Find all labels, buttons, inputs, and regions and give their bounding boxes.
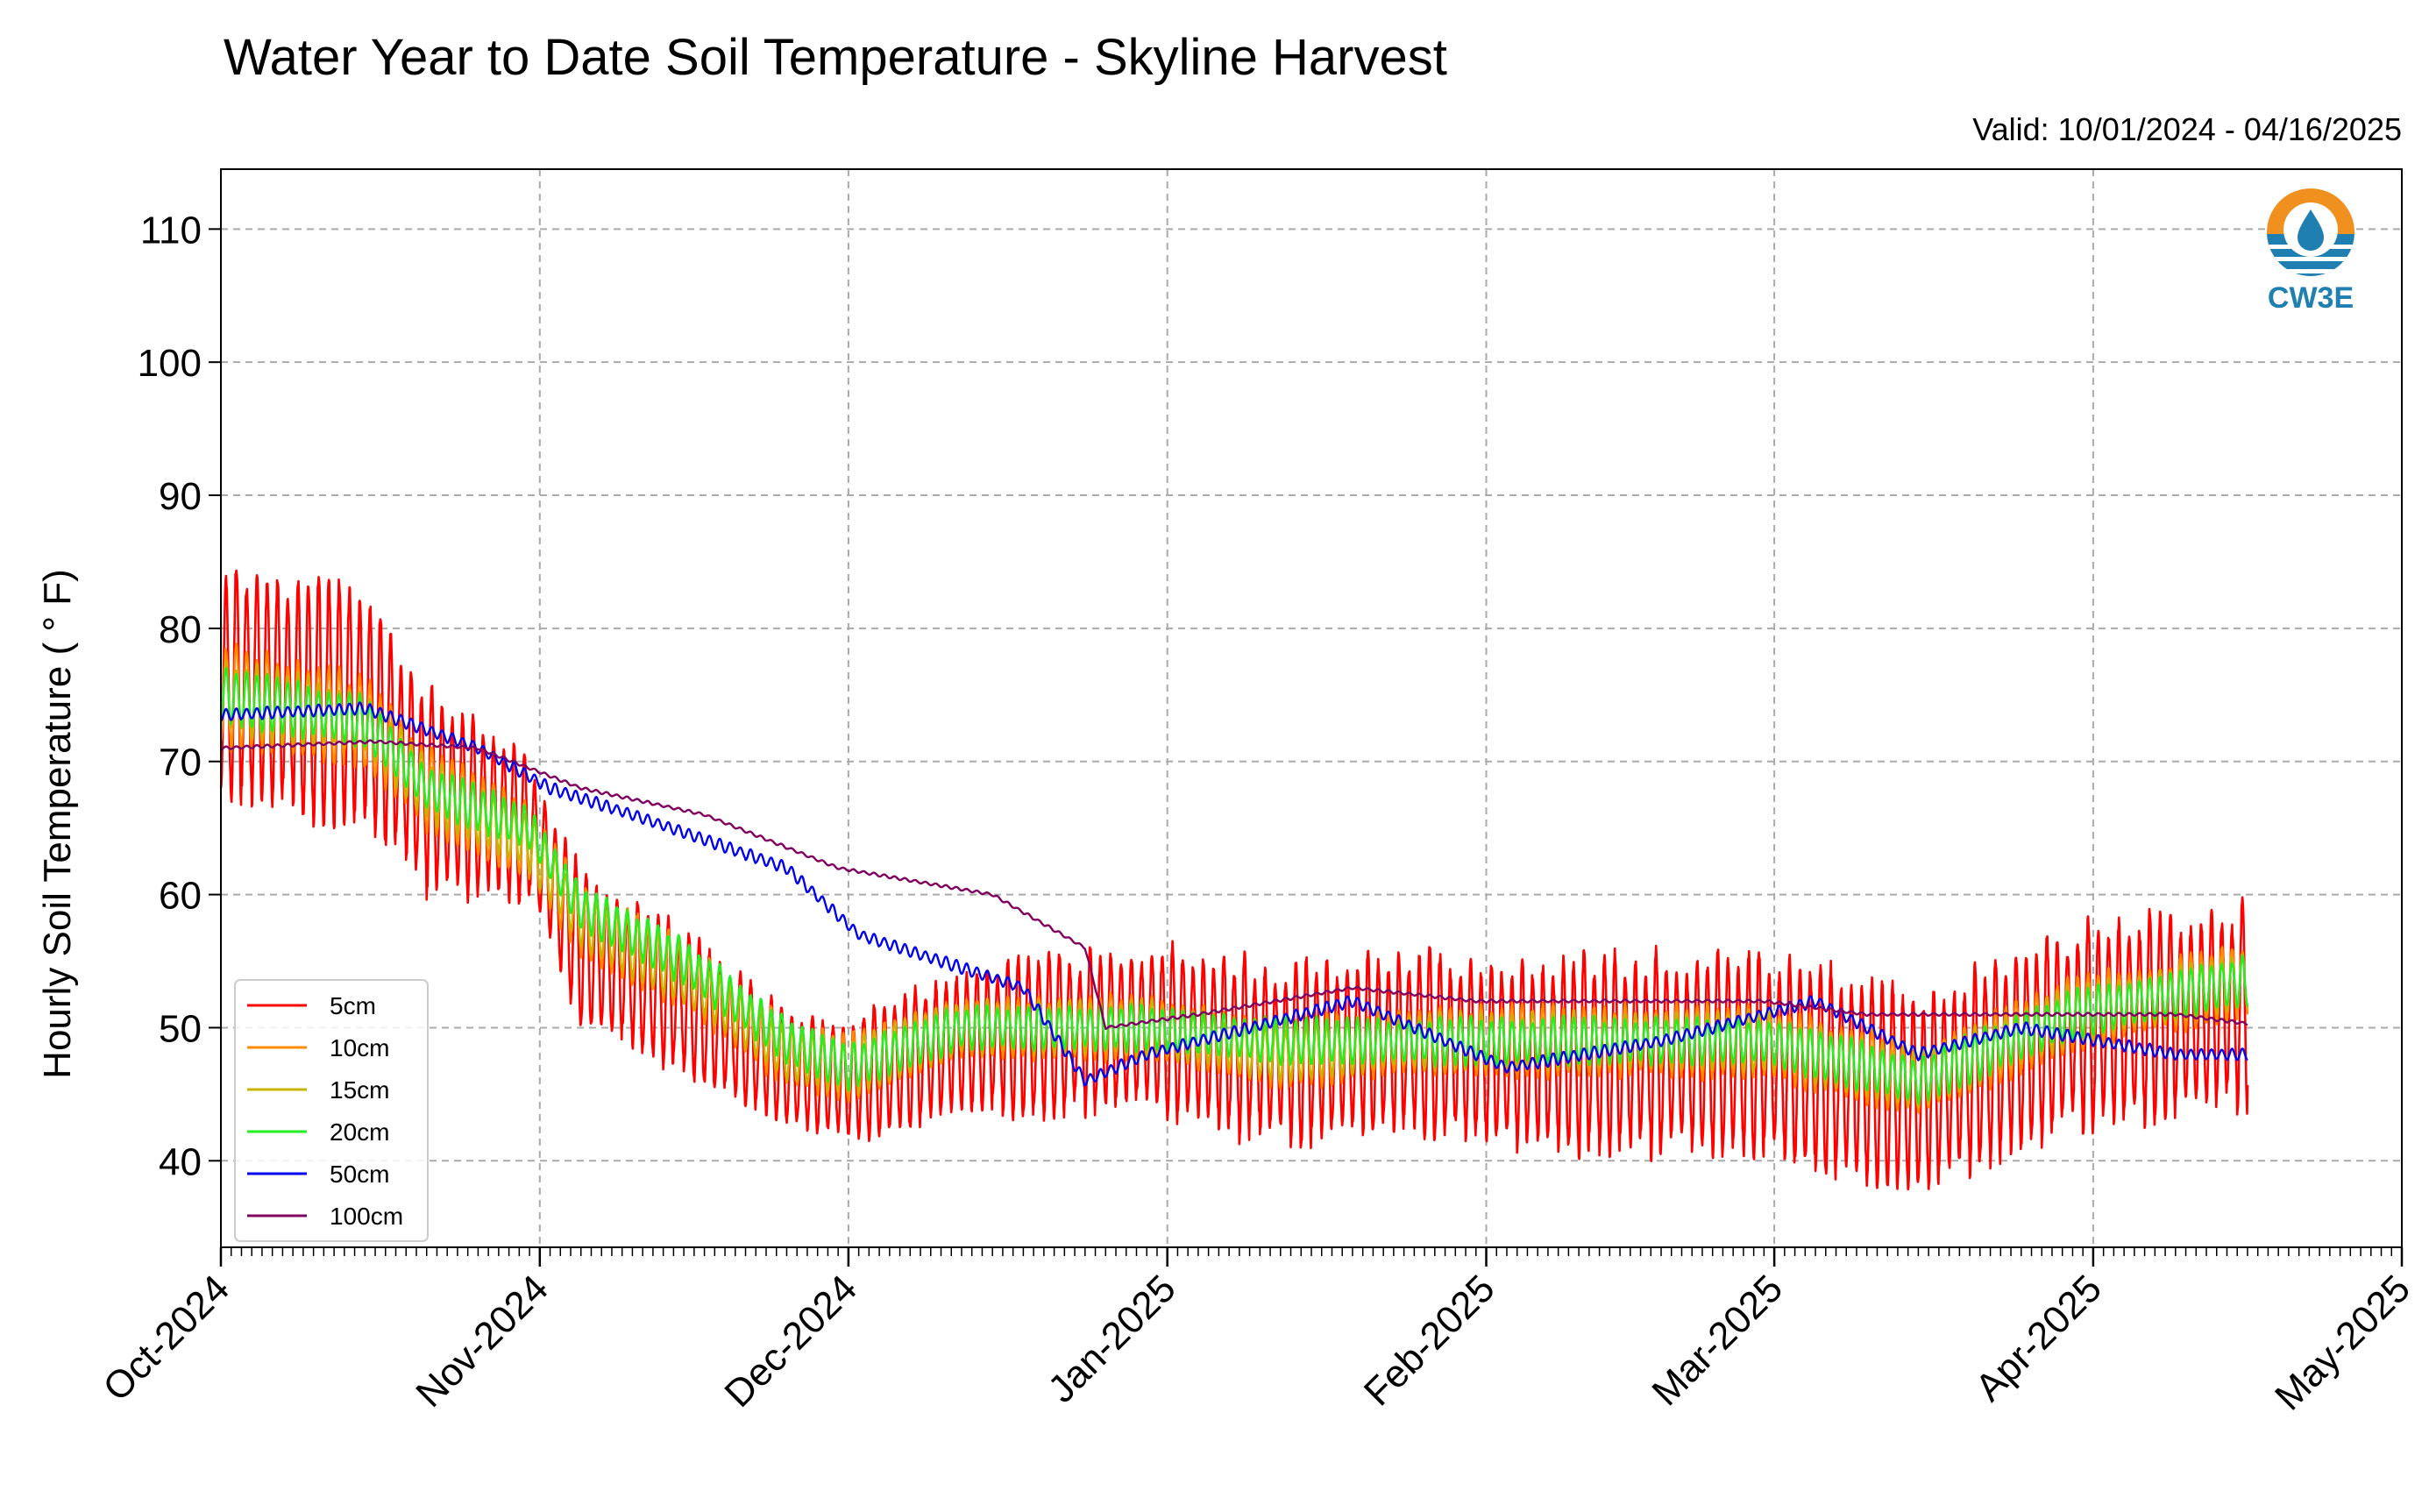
x-tick-label: Apr-2025 [1967, 1267, 2110, 1409]
series-line-20cm [219, 666, 2249, 1105]
legend-label-15cm: 15cm [330, 1076, 389, 1104]
chart-subtitle: Valid: 10/01/2024 - 04/16/2025 [1972, 111, 2402, 147]
x-tick-label: Mar-2025 [1644, 1267, 1791, 1414]
legend-label-50cm: 50cm [330, 1161, 389, 1188]
x-tick-label: Nov-2024 [408, 1267, 557, 1416]
x-tick-label: May-2025 [2267, 1267, 2418, 1418]
y-tick-label: 70 [159, 742, 202, 784]
y-tick-label: 100 [138, 342, 202, 385]
x-tick-label: Dec-2024 [716, 1267, 865, 1416]
legend-label-20cm: 20cm [330, 1118, 389, 1146]
x-tick-label: Oct-2024 [95, 1267, 238, 1409]
cw3e-logo: CW3E [2267, 188, 2354, 315]
y-tick-label: 50 [159, 1007, 202, 1050]
series-line-50cm [220, 701, 2248, 1087]
water-drop-icon [2298, 209, 2324, 251]
y-tick-label: 80 [159, 608, 202, 651]
legend-label-5cm: 5cm [330, 992, 376, 1019]
axis-ticks: 40 50 60 70 80 90 100 110 Oct-2024 Nov-2024 Dec-20… [95, 209, 2418, 1418]
legend-label-10cm: 10cm [330, 1034, 389, 1061]
legend-label-100cm: 100cm [330, 1203, 403, 1230]
y-axis-label: Hourly Soil Temperature ( ° F) [36, 569, 79, 1079]
y-tick-label: 60 [159, 875, 202, 918]
series-lines [219, 569, 2249, 1191]
logo-text: CW3E [2268, 281, 2354, 315]
series-line-5cm [219, 569, 2249, 1191]
legend-box [234, 979, 429, 1242]
legend: 5cm 10cm 15cm 20cm 50cm 100cm [234, 979, 429, 1242]
series-line-100cm [220, 739, 2248, 1030]
y-tick-label: 90 [159, 475, 202, 518]
y-tick-label: 110 [140, 209, 202, 252]
x-tick-label: Feb-2025 [1356, 1267, 1503, 1414]
chart-title: Water Year to Date Soil Temperature - Sk… [224, 29, 1447, 86]
x-tick-label: Jan-2025 [1040, 1267, 1183, 1410]
y-tick-label: 40 [159, 1140, 202, 1183]
